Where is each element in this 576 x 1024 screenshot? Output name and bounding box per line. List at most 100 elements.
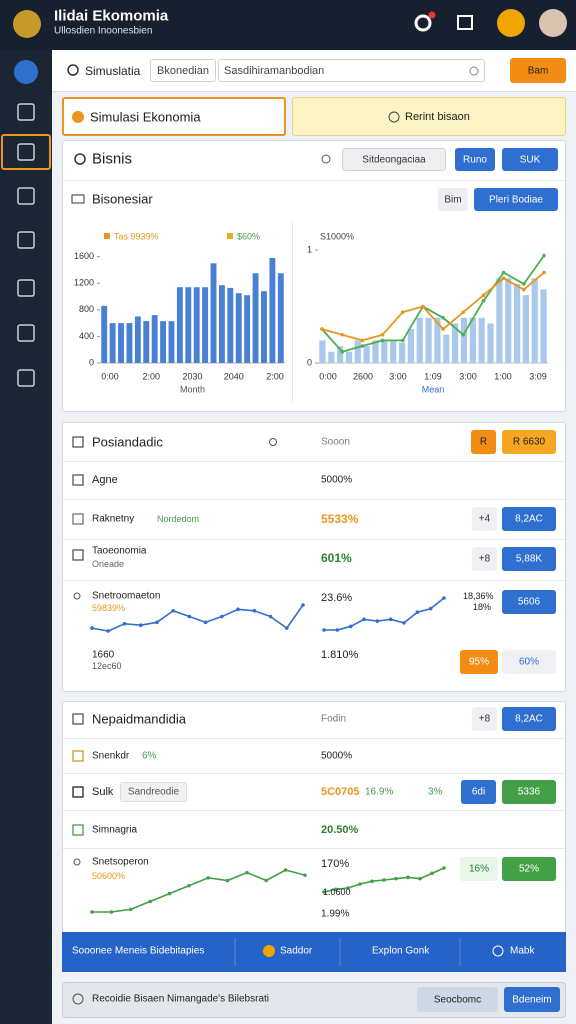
sparkline-point <box>187 614 192 619</box>
filter[interactable] <box>150 59 216 82</box>
search-label: Simuslatia <box>85 64 141 78</box>
primary-button[interactable] <box>510 58 566 83</box>
tab[interactable] <box>292 97 566 136</box>
action-label: Saddor <box>280 945 313 957</box>
tab[interactable] <box>62 97 286 136</box>
button-label: Pleri Bodiae <box>489 194 543 205</box>
button[interactable] <box>438 188 468 211</box>
button[interactable] <box>460 650 498 674</box>
point <box>380 338 385 343</box>
button[interactable] <box>502 590 556 614</box>
separator <box>292 222 293 402</box>
x-tick-label: 3:09 <box>529 371 547 381</box>
row-icon <box>72 713 84 725</box>
button[interactable] <box>502 148 558 171</box>
row-icon <box>72 513 84 525</box>
sparkline-point <box>284 626 289 630</box>
button[interactable] <box>502 430 556 454</box>
bottom-text: Recoidie Bisaen Nimangade's Bilebsrati <box>92 993 270 1005</box>
button[interactable] <box>502 650 556 674</box>
row-value: 1.810% <box>321 649 359 661</box>
button-label: Bdeneim <box>512 994 552 1005</box>
input[interactable] <box>218 59 485 82</box>
bar <box>354 340 361 363</box>
sidebar-active[interactable] <box>1 134 51 170</box>
bar <box>381 340 388 363</box>
section-title: Nepaidmandidia <box>92 711 186 727</box>
card <box>62 140 566 412</box>
sparkline-point <box>155 620 159 625</box>
bar <box>252 273 259 363</box>
button[interactable] <box>455 148 495 171</box>
button-label: R 6630 <box>512 436 546 448</box>
filter-label: Bkonedian <box>157 65 209 77</box>
button-label: 60% <box>518 656 540 668</box>
bar <box>101 305 108 363</box>
bar <box>235 293 242 363</box>
sparkline-point <box>203 620 208 625</box>
bar <box>390 340 397 363</box>
row-change: 16.9% <box>365 786 394 798</box>
bar <box>168 321 175 363</box>
nav-icon <box>17 369 35 387</box>
point <box>380 332 385 337</box>
point <box>501 276 506 281</box>
trend-value: 23.6% <box>321 592 353 604</box>
primary-button-label: Bam <box>527 65 549 76</box>
button[interactable] <box>504 987 560 1012</box>
button[interactable] <box>502 707 556 731</box>
button[interactable] <box>472 707 497 731</box>
sparkline-point <box>402 621 406 625</box>
bar <box>513 283 521 363</box>
bar <box>126 323 133 363</box>
row-icon <box>72 474 84 486</box>
point <box>481 293 486 298</box>
input-label: Sasdihiramanbodian <box>224 65 325 77</box>
button[interactable] <box>461 780 496 804</box>
tab-label: Simulasi Ekonomia <box>90 109 201 125</box>
app-title: Ilidai Ekomomia <box>54 7 169 25</box>
button-label: 5,88K <box>515 553 543 565</box>
separator <box>63 848 565 849</box>
button[interactable] <box>502 857 556 881</box>
y-tick-label: 1 <box>307 244 312 254</box>
select[interactable] <box>342 148 446 171</box>
tag[interactable] <box>120 782 187 802</box>
sparkline-point <box>334 887 338 892</box>
button[interactable] <box>472 547 497 571</box>
legend-swatch <box>227 233 233 239</box>
button[interactable] <box>460 857 498 881</box>
button[interactable] <box>417 987 498 1012</box>
row-value: 5C0705 <box>321 786 360 798</box>
row-delta: 3% <box>428 786 443 798</box>
sparkline-point <box>406 875 410 880</box>
x-tick-label: 1:09 <box>424 371 442 381</box>
bar <box>540 289 547 363</box>
bar <box>210 263 217 363</box>
sparkline-point <box>252 608 257 613</box>
sparkline-point <box>415 610 420 615</box>
trend-sub: 50600% <box>92 871 126 881</box>
row-icon <box>72 786 84 798</box>
bar <box>277 273 284 363</box>
button[interactable] <box>472 507 497 531</box>
row-label: Taoeonomia <box>92 545 147 557</box>
button[interactable] <box>471 430 496 454</box>
button[interactable] <box>474 188 558 211</box>
button[interactable] <box>502 507 556 531</box>
select-label: Sitdeongaciaa <box>362 154 426 165</box>
bar <box>363 346 370 363</box>
action-icon <box>492 945 504 957</box>
row-icon <box>74 153 86 165</box>
row-icon <box>321 154 331 164</box>
x-tick-label: 0:00 <box>319 371 337 381</box>
legend-label: $60% <box>237 231 260 241</box>
bar <box>425 317 432 363</box>
button[interactable] <box>502 780 556 804</box>
button[interactable] <box>502 547 556 571</box>
point <box>542 270 546 275</box>
sparkline <box>324 597 445 631</box>
sparkline-point <box>394 876 398 881</box>
button-label: 8,2AC <box>515 713 543 725</box>
